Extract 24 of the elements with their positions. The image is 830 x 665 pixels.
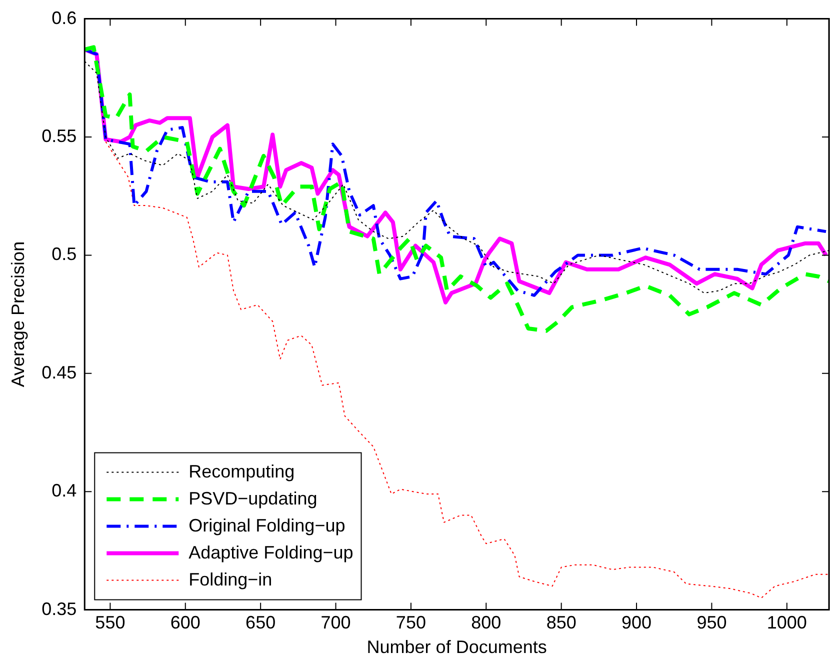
x-tick-label: 950 bbox=[696, 612, 727, 633]
line-series bbox=[105, 141, 829, 598]
x-tick-label: 750 bbox=[396, 612, 426, 633]
legend-label: Adaptive Folding−up bbox=[188, 542, 354, 562]
legend-label: Original Folding−up bbox=[188, 515, 346, 536]
x-tick-label: 600 bbox=[170, 612, 200, 633]
y-tick-label: 0.45 bbox=[42, 362, 77, 382]
y-tick-label: 0.6 bbox=[52, 8, 77, 28]
x-axis-title: Number of Documents bbox=[366, 637, 547, 658]
x-tick-label: 900 bbox=[621, 612, 652, 633]
x-tick-label: 850 bbox=[546, 612, 576, 633]
x-tick-label: 550 bbox=[95, 612, 126, 633]
legend-label: PSVD−updating bbox=[188, 488, 318, 508]
legend-label: Recomputing bbox=[188, 461, 295, 482]
legend-label: Folding−in bbox=[188, 569, 272, 590]
y-tick-label: 0.4 bbox=[52, 480, 77, 501]
x-tick-label: 1000 bbox=[766, 612, 807, 633]
y-tick-label: 0.5 bbox=[52, 244, 77, 264]
y-tick-label: 0.35 bbox=[42, 598, 77, 619]
y-axis-title: Average Precision bbox=[8, 241, 28, 388]
y-tick-label: 0.55 bbox=[42, 126, 77, 146]
x-tick-label: 650 bbox=[246, 612, 276, 633]
x-tick-label: 700 bbox=[320, 612, 351, 633]
x-tick-label: 800 bbox=[471, 612, 502, 633]
